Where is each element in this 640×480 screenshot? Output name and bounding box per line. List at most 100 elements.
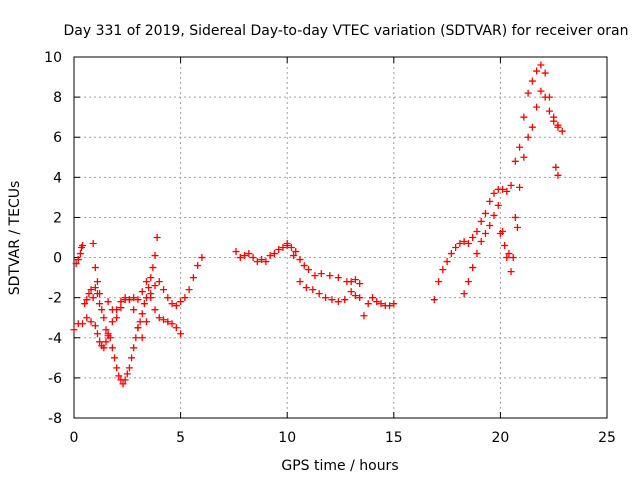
y-tick-label: -4 <box>48 331 62 347</box>
data-point <box>283 242 291 250</box>
x-tick-label: 10 <box>278 430 296 446</box>
y-tick-label: 0 <box>53 251 62 267</box>
y-tick-label: 4 <box>53 170 62 186</box>
data-point <box>91 264 99 272</box>
data-point <box>160 286 168 294</box>
data-point <box>469 264 477 272</box>
data-point <box>311 272 319 280</box>
data-point <box>490 211 498 219</box>
data-point <box>541 93 549 101</box>
data-point <box>270 250 278 258</box>
data-point <box>108 318 116 326</box>
data-point <box>83 296 91 304</box>
data-point <box>164 318 172 326</box>
data-point <box>279 244 287 252</box>
data-point <box>168 320 176 328</box>
data-point <box>456 240 464 248</box>
data-point <box>177 330 185 338</box>
data-point <box>435 278 443 286</box>
data-point <box>138 288 146 296</box>
data-point <box>102 326 110 334</box>
data-point <box>503 254 511 262</box>
data-point <box>558 127 566 135</box>
data-point <box>115 372 123 380</box>
data-point <box>507 181 515 189</box>
data-point <box>79 320 87 328</box>
data-point <box>96 290 104 298</box>
x-tick-label: 15 <box>385 430 403 446</box>
data-point <box>185 286 193 294</box>
data-point <box>138 310 146 318</box>
data-point <box>309 286 317 294</box>
axis-ticks: 0 5 10 15 20 25 -8 -6 -4 -2 0 2 4 6 8 10 <box>44 50 616 446</box>
series-early-mid <box>89 240 206 342</box>
y-tick-label: 10 <box>44 50 62 66</box>
data-point <box>520 153 528 161</box>
data-point <box>290 252 298 260</box>
data-point <box>262 258 270 266</box>
data-point <box>373 298 381 306</box>
data-point <box>460 238 468 246</box>
data-point <box>347 278 355 286</box>
data-point <box>528 123 536 131</box>
series-midday-lower <box>283 242 364 306</box>
data-point <box>111 354 119 362</box>
data-point <box>142 278 150 286</box>
data-point <box>550 117 558 125</box>
data-point <box>117 298 125 306</box>
data-point <box>113 314 121 322</box>
data-point <box>368 294 376 302</box>
data-point <box>164 294 172 302</box>
series-early-low <box>70 278 185 352</box>
data-point <box>473 227 481 235</box>
data-point <box>334 298 342 306</box>
data-point <box>104 298 112 306</box>
data-point <box>528 77 536 85</box>
data-point <box>296 278 304 286</box>
series-evening-third <box>496 223 521 262</box>
data-point <box>477 217 485 225</box>
data-point <box>524 89 532 97</box>
data-point <box>130 344 138 352</box>
data-point <box>443 258 451 266</box>
data-point <box>155 278 163 286</box>
data-point <box>386 302 394 310</box>
data-point <box>125 364 133 372</box>
data-point <box>89 240 97 248</box>
data-point <box>119 380 127 388</box>
data-point <box>125 296 133 304</box>
data-point <box>496 229 504 237</box>
data-point <box>390 300 398 308</box>
data-point <box>136 318 144 326</box>
data-point <box>317 270 325 278</box>
data-point <box>490 189 498 197</box>
data-point <box>520 113 528 121</box>
data-point <box>96 300 104 308</box>
data-point <box>93 278 101 286</box>
data-point <box>541 69 549 77</box>
y-tick-label: 8 <box>53 90 62 106</box>
data-point <box>341 296 349 304</box>
x-tick-label: 25 <box>598 430 616 446</box>
data-point <box>516 143 524 151</box>
y-tick-label: 6 <box>53 130 62 146</box>
data-point <box>360 312 368 320</box>
data-point <box>537 87 545 95</box>
data-point <box>89 294 97 302</box>
data-point <box>72 260 80 268</box>
data-point <box>292 248 300 256</box>
data-point <box>302 284 310 292</box>
data-point <box>85 290 93 298</box>
data-point <box>351 276 359 284</box>
data-point <box>334 274 342 282</box>
y-axis-label: SDTVAR / TECUs <box>7 181 23 296</box>
data-point <box>93 330 101 338</box>
data-point <box>100 344 108 352</box>
data-point <box>473 250 481 258</box>
data-point <box>266 252 274 260</box>
data-point <box>140 300 148 308</box>
x-tick-label: 0 <box>70 430 79 446</box>
series-evening-main <box>430 61 566 304</box>
data-point <box>132 334 140 342</box>
